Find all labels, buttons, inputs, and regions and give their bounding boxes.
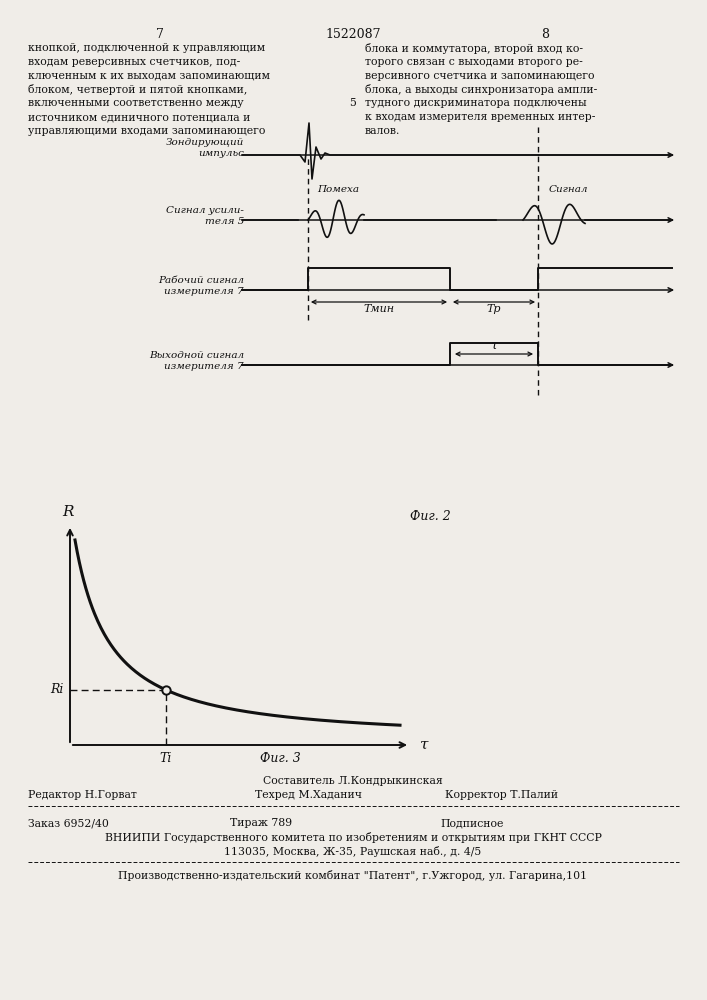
Text: τ: τ bbox=[491, 339, 498, 352]
Text: Сигнал усили-
теля 5: Сигнал усили- теля 5 bbox=[166, 206, 244, 226]
Text: версивного счетчика и запоминающего: версивного счетчика и запоминающего bbox=[365, 71, 595, 81]
Text: включенными соответственно между: включенными соответственно между bbox=[28, 98, 244, 108]
Text: Зондирующий
импульс: Зондирующий импульс bbox=[165, 138, 244, 158]
Text: Тр: Тр bbox=[486, 304, 501, 314]
Text: ключенным к их выходам запоминающим: ключенным к их выходам запоминающим bbox=[28, 71, 270, 81]
Text: Производственно-издательский комбинат "Патент", г.Ужгород, ул. Гагарина,101: Производственно-издательский комбинат "П… bbox=[119, 870, 588, 881]
Text: Помеха: Помеха bbox=[317, 185, 359, 194]
Text: τ: τ bbox=[420, 738, 428, 752]
Text: управляющими входами запоминающего: управляющими входами запоминающего bbox=[28, 126, 265, 136]
Text: Тираж 789: Тираж 789 bbox=[230, 818, 292, 828]
Text: Выходной сигнал
измерителя 7: Выходной сигнал измерителя 7 bbox=[149, 351, 244, 371]
Text: 5: 5 bbox=[349, 98, 356, 108]
Text: Сигнал: Сигнал bbox=[548, 185, 588, 194]
Text: ВНИИПИ Государственного комитета по изобретениям и открытиям при ГКНТ СССР: ВНИИПИ Государственного комитета по изоб… bbox=[105, 832, 602, 843]
Text: 1522087: 1522087 bbox=[325, 28, 381, 41]
Text: 113035, Москва, Ж-35, Раушская наб., д. 4/5: 113035, Москва, Ж-35, Раушская наб., д. … bbox=[224, 846, 481, 857]
Text: Фиг. 2: Фиг. 2 bbox=[409, 510, 450, 523]
Text: Подписное: Подписное bbox=[440, 818, 503, 828]
Text: Составитель Л.Кондрыкинская: Составитель Л.Кондрыкинская bbox=[263, 776, 443, 786]
Text: блока и коммутатора, второй вход ко-: блока и коммутатора, второй вход ко- bbox=[365, 43, 583, 54]
Text: Ri: Ri bbox=[51, 683, 64, 696]
Text: R: R bbox=[62, 505, 74, 519]
Text: 7: 7 bbox=[156, 28, 164, 41]
Text: к входам измерителя временных интер-: к входам измерителя временных интер- bbox=[365, 112, 595, 122]
Text: Фиг. 3: Фиг. 3 bbox=[260, 752, 301, 765]
Text: Редактор Н.Горват: Редактор Н.Горват bbox=[28, 790, 137, 800]
Text: Ti: Ti bbox=[160, 752, 172, 765]
Text: валов.: валов. bbox=[365, 126, 400, 136]
Text: Техред М.Хаданич: Техред М.Хаданич bbox=[255, 790, 362, 800]
Text: Рабочий сигнал
измерителя 7: Рабочий сигнал измерителя 7 bbox=[158, 276, 244, 296]
Text: торого связан с выходами второго ре-: торого связан с выходами второго ре- bbox=[365, 57, 583, 67]
Text: 8: 8 bbox=[541, 28, 549, 41]
Text: кнопкой, подключенной к управляющим: кнопкой, подключенной к управляющим bbox=[28, 43, 265, 53]
Text: блоком, четвертой и пятой кнопками,: блоком, четвертой и пятой кнопками, bbox=[28, 84, 247, 95]
Text: источником единичного потенциала и: источником единичного потенциала и bbox=[28, 112, 250, 122]
Text: тудного дискриминатора подключены: тудного дискриминатора подключены bbox=[365, 98, 587, 108]
Text: блока, а выходы синхронизатора ампли-: блока, а выходы синхронизатора ампли- bbox=[365, 84, 597, 95]
Text: Заказ 6952/40: Заказ 6952/40 bbox=[28, 818, 109, 828]
Text: Тмин: Тмин bbox=[363, 304, 395, 314]
Text: Корректор Т.Палий: Корректор Т.Палий bbox=[445, 790, 558, 800]
Text: входам реверсивных счетчиков, под-: входам реверсивных счетчиков, под- bbox=[28, 57, 240, 67]
